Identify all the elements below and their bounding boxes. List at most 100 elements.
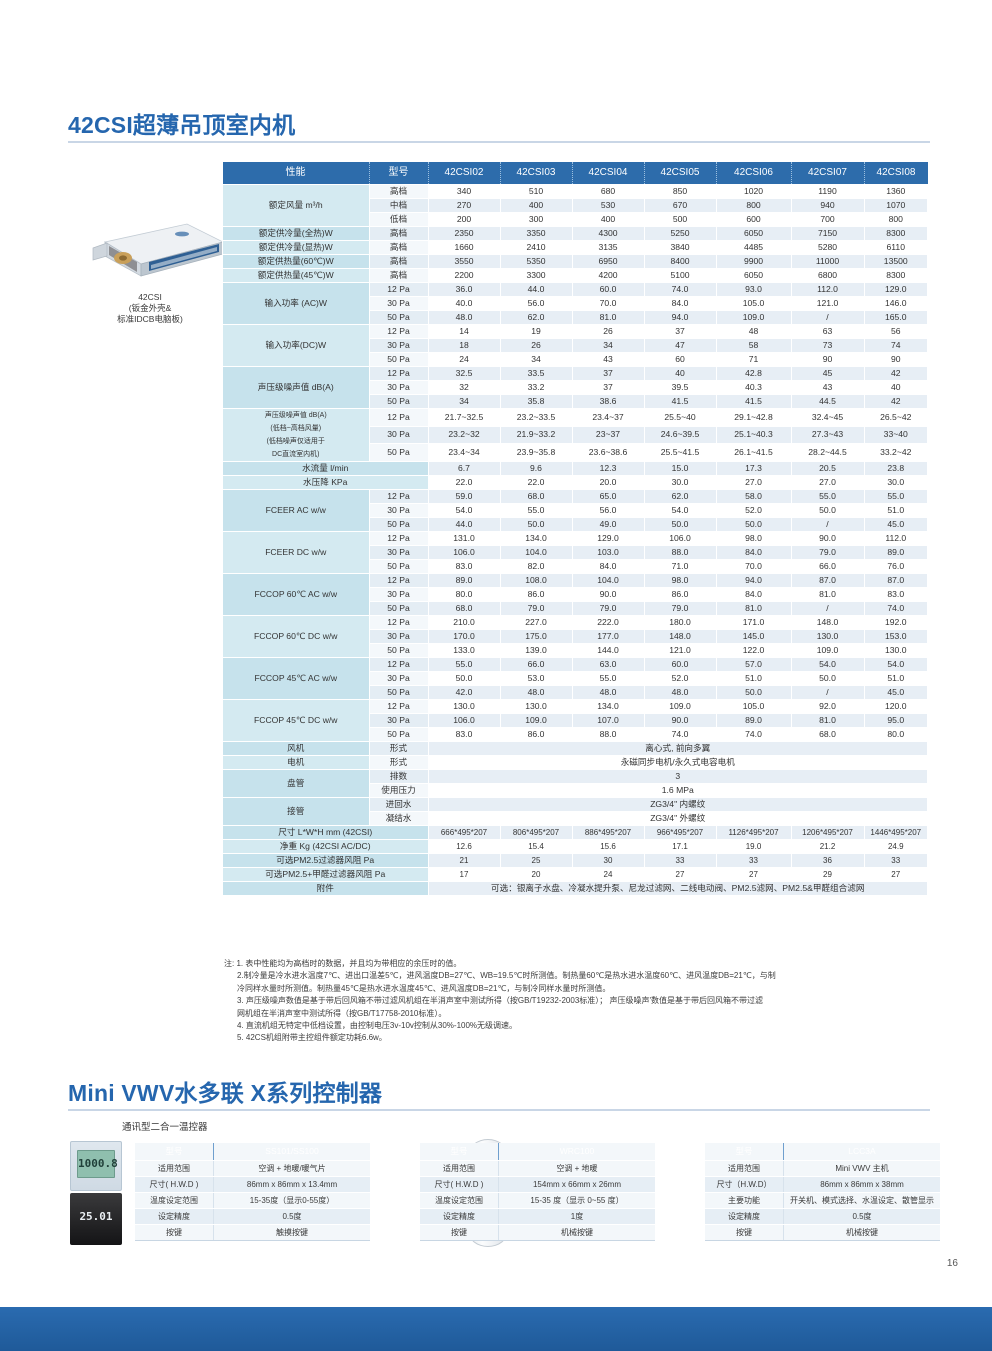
- note-5: 5. 42CS机组附带主控组件额定功耗6.6w。: [237, 1033, 387, 1043]
- controller-row: 按键 机械按键: [705, 1224, 940, 1241]
- product-image-42csi: [75, 212, 225, 284]
- spec-cell: 52.0: [643, 671, 717, 686]
- spec-merged-cell: 离心式, 前向多翼: [427, 741, 928, 756]
- spec-cell: 45.0: [863, 685, 928, 700]
- spec-cell: 180.0: [643, 615, 717, 630]
- spec-cell: 1446*495*207: [863, 825, 928, 840]
- spec-cell: 800: [715, 198, 792, 213]
- indoor-unit-illustration: [92, 223, 225, 277]
- controller-row-key: 按键: [135, 1224, 214, 1241]
- spec-row: 输入功率 (AC)W 12 Pa 36.0 44.0 60.0 74.0 93.0 112.0…: [222, 282, 928, 325]
- spec-cell: 86.0: [643, 587, 717, 602]
- spec-row: 30 Pa 170.0 175.0 177.0 148.0 145.0 130.0 153.0: [223, 629, 928, 644]
- spec-cell: 340: [427, 184, 501, 199]
- spec-cell: 70.0: [571, 296, 645, 311]
- spec-row-sublabel: 12 Pa: [368, 366, 429, 381]
- spec-cell: 130.0: [790, 629, 865, 644]
- spec-row-sublabel: 50 Pa: [368, 643, 429, 658]
- spec-row-sublabel: 12 Pa: [368, 324, 429, 339]
- controller-row-value: SS101/SS100: [213, 1143, 370, 1161]
- spec-row-sublabel: 30 Pa: [368, 380, 429, 395]
- spec-cell: 34: [571, 338, 645, 353]
- spec-cell: 103.0: [571, 545, 645, 560]
- spec-cell: 806*495*207: [499, 825, 573, 840]
- spec-cell: 25.5~41.5: [643, 443, 717, 462]
- spec-cell: 54.0: [643, 503, 717, 518]
- spec-row: 30 Pa 106.0 109.0 107.0 90.0 89.0 81.0 95.0: [223, 713, 928, 728]
- spec-row-sublabel: 30 Pa: [368, 338, 429, 353]
- spec-cell: 108.0: [499, 573, 573, 588]
- spec-cell: 93.0: [715, 282, 792, 297]
- spec-row: FCCOP 60℃ AC w/w 12 Pa 89.0 108.0 104.0 98.0 9…: [222, 573, 928, 616]
- spec-cell: 56.0: [571, 503, 645, 518]
- spec-cell: 2410: [499, 240, 573, 255]
- spec-row-sublabel: 高档: [368, 184, 429, 199]
- spec-cell: 45.0: [863, 517, 928, 532]
- spec-cell: 148.0: [643, 629, 717, 644]
- spec-cell: 6050: [715, 226, 792, 241]
- spec-row: 电机 形式 永磁同步电机/永久式电容电机: [222, 755, 928, 770]
- spec-cell: 3840: [643, 240, 717, 255]
- spec-cell: 23.4~34: [427, 443, 501, 462]
- spec-row: 30 Pa 18 26 34 47 58 73 74: [223, 338, 928, 353]
- controller-row-value: 86mm x 86mm x 38mm: [783, 1176, 940, 1193]
- spec-cell: 106.0: [427, 713, 501, 728]
- controller-row: 适用范围 空调 + 地暖: [420, 1160, 655, 1177]
- spec-cell: 21.9~33.2: [499, 425, 573, 445]
- spec-cell: 98.0: [643, 573, 717, 588]
- spec-cell: 109.0: [715, 310, 792, 325]
- product-caption-line2: (钣金外壳&: [128, 303, 172, 313]
- controller-row-key: 设定精度: [420, 1208, 499, 1225]
- spec-row: FCEER DC w/w 12 Pa 131.0 134.0 129.0 106.0 98.…: [222, 531, 928, 574]
- spec-row: 50 Pa 34 35.8 38.6 41.5 41.5 44.5 42: [223, 394, 928, 409]
- spec-row-label: 盘管: [222, 769, 370, 798]
- footer-bar: [0, 1307, 992, 1351]
- spec-cell: 42.0: [427, 685, 501, 700]
- spec-cell: 700: [790, 212, 865, 227]
- spec-cell: 86.0: [499, 727, 573, 742]
- spec-cell: 83.0: [863, 587, 928, 602]
- spec-row-sublabel: 30 Pa: [368, 671, 429, 686]
- spec-row-label: 额定供冷量(全热)W: [222, 226, 370, 241]
- controller-row-value: 空调 + 地暖: [498, 1160, 655, 1177]
- spec-cell: 112.0: [863, 531, 928, 546]
- thermostat-upper-unit: 1000.8: [70, 1141, 122, 1191]
- controller-row-key: 按键: [705, 1224, 784, 1241]
- spec-cell: 165.0: [863, 310, 928, 325]
- spec-cell: 270: [427, 198, 501, 213]
- spec-cell: 21.7~32.5: [427, 408, 501, 427]
- controller-row-key: 温度设定范围: [135, 1192, 214, 1209]
- spec-cell: 81.0: [715, 601, 792, 616]
- spec-cell: 8300: [863, 268, 928, 283]
- spec-row-label: 输入功率(DC)W: [222, 324, 370, 367]
- spec-row: 50 Pa 24 34 43 60 71 90 90: [223, 352, 928, 367]
- spec-cell: 32.5: [427, 366, 501, 381]
- spec-row: 额定供热量(45℃)W 高档 2200 3300 4200 5100 6050 6800 830…: [222, 268, 928, 283]
- spec-cell: 30.0: [863, 475, 928, 490]
- spec-row-sublabel: 12 Pa: [368, 282, 429, 297]
- spec-cell: 32: [427, 380, 501, 395]
- spec-row-sublabel: 50 Pa: [368, 443, 429, 462]
- spec-cell: 34: [499, 352, 573, 367]
- spec-row: 声压级噪声值 dB(A) 12 Pa 32.5 33.5 37 40 42.8 45 42: [222, 366, 928, 409]
- spec-row-label: 额定供冷量(显热)W: [222, 240, 370, 255]
- spec-cell: 3300: [499, 268, 573, 283]
- spec-cell: 1206*495*207: [790, 825, 865, 840]
- spec-cell: 41.5: [643, 394, 717, 409]
- spec-row-label: 水压降 KPa: [222, 475, 429, 490]
- spec-cell: 23.8: [863, 461, 928, 476]
- controller-table-lcc3a: 型号 LCC3A 适用范围 Mini VWV 主机 尺寸（H.W.D） 86mm x 86…: [705, 1143, 940, 1241]
- spec-cell: 27.0: [790, 475, 865, 490]
- spec-row: 50 Pa 23.4~34 23.9~35.8 23.6~38.6 25.5~41.5 2…: [223, 443, 928, 462]
- controller-row-value: 开关机、模式选择、水温设定、散管显示: [783, 1192, 940, 1209]
- spec-cell: 84.0: [571, 559, 645, 574]
- spec-cell: 120.0: [863, 699, 928, 714]
- spec-row-label: 声压级噪声值 dB(A) (低档~高档风量) (低档噪声仅适用于 DC直流室内机): [222, 408, 370, 462]
- spec-cell: 90.0: [790, 531, 865, 546]
- spec-cell: 107.0: [571, 713, 645, 728]
- spec-row-sublabel: 30 Pa: [368, 545, 429, 560]
- spec-row-sublabel: 高档: [368, 268, 429, 283]
- spec-cell: 74.0: [715, 727, 792, 742]
- spec-row-sublabel: 12 Pa: [368, 657, 429, 672]
- spec-row-label: 风机: [222, 741, 370, 756]
